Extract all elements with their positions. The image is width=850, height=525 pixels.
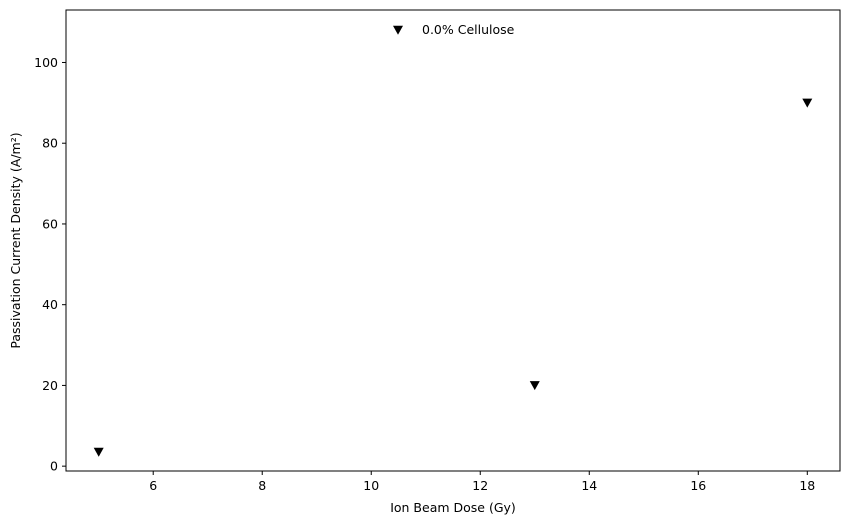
x-tick-label: 12	[472, 478, 488, 493]
data-points	[93, 98, 813, 457]
y-tick-label: 60	[42, 216, 58, 231]
x-tick-label: 10	[363, 478, 379, 493]
x-tick-label: 8	[258, 478, 266, 493]
x-axis-label: Ion Beam Dose (Gy)	[390, 500, 516, 515]
x-tick-label: 18	[799, 478, 815, 493]
x-axis-ticks: 6 8 10 12 14 16 18	[149, 471, 815, 493]
x-tick-label: 6	[149, 478, 157, 493]
y-axis-label: Passivation Current Density (A/m²)	[8, 132, 23, 348]
plot-area	[65, 9, 841, 472]
legend-label: 0.0% Cellulose	[422, 22, 515, 37]
y-tick-label: 100	[34, 55, 58, 70]
x-tick-label: 14	[581, 478, 597, 493]
plot-frame	[65, 9, 841, 472]
y-axis-ticks: 0 20 40 60 80 100	[34, 55, 66, 474]
data-point-marker	[529, 381, 540, 391]
y-tick-label: 40	[42, 297, 58, 312]
legend: 0.0% Cellulose	[393, 22, 515, 37]
x-tick-label: 16	[690, 478, 706, 493]
y-tick-label: 0	[50, 459, 58, 474]
y-tick-label: 20	[42, 378, 58, 393]
data-point-marker	[802, 98, 813, 108]
y-tick-label: 80	[42, 136, 58, 151]
data-point-marker	[93, 447, 104, 457]
legend-marker-triangle-down	[393, 25, 403, 35]
